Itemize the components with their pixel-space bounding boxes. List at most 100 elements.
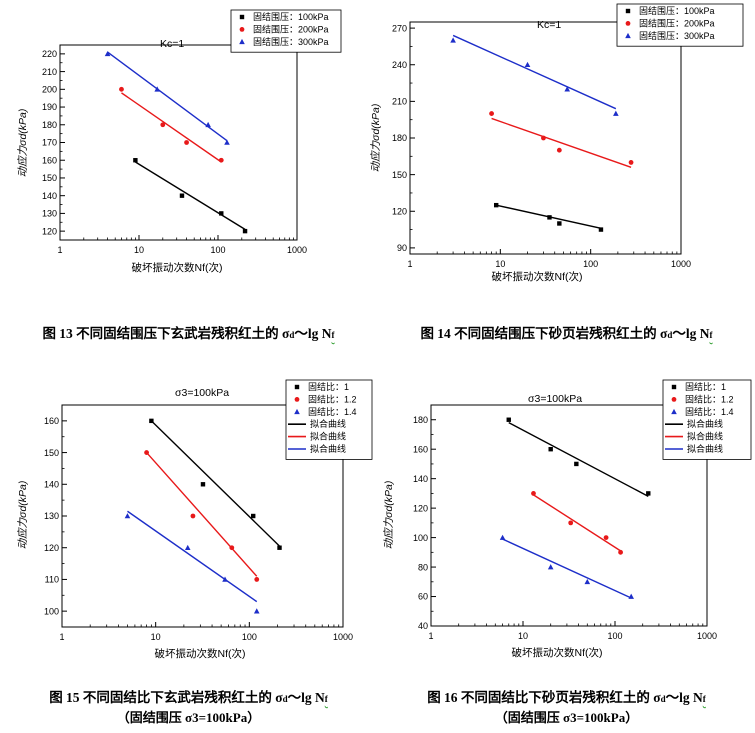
- fit-curve: [491, 117, 632, 168]
- legend-box: [230, 9, 342, 53]
- series-group: [499, 534, 635, 599]
- x-tick-label: 1000: [697, 631, 717, 641]
- data-point: [489, 111, 494, 116]
- data-point: [222, 576, 228, 582]
- data-point: [254, 577, 260, 582]
- data-point: [200, 482, 206, 487]
- y-axis-label: 动应力σd(kPa): [370, 104, 382, 173]
- data-point: [154, 86, 161, 92]
- y-tick-label: 210: [392, 97, 407, 107]
- data-point: [531, 491, 536, 496]
- legend-marker: [239, 27, 245, 32]
- y-tick-label: 40: [418, 621, 428, 631]
- data-point: [184, 140, 189, 145]
- x-axis-label: 破坏振动次数Nf(次): [132, 261, 223, 274]
- x-tick-label: 1: [407, 259, 412, 269]
- caption-text: ～lg N: [665, 690, 703, 705]
- y-tick-label: 270: [392, 23, 407, 33]
- legend-box: [285, 379, 373, 460]
- legend-marker: [239, 14, 245, 20]
- data-point: [547, 564, 554, 570]
- series-group: [124, 510, 260, 614]
- x-tick-label: 10: [151, 632, 161, 642]
- data-point: [219, 211, 224, 216]
- y-axis-label: 动应力σd(kPa): [383, 481, 395, 550]
- y-tick-label: 170: [42, 138, 57, 148]
- legend-marker: [239, 38, 245, 45]
- x-tick-label: 1000: [333, 632, 353, 642]
- data-point: [548, 447, 553, 452]
- legend-label: 拟合曲线: [310, 418, 346, 429]
- x-axis-label: 破坏振动次数Nf(次): [512, 646, 603, 659]
- data-point: [144, 450, 149, 455]
- legend-label: 固结围压：200kPa: [639, 17, 715, 28]
- series-group: [531, 491, 623, 555]
- legend-label: 拟合曲线: [310, 431, 346, 442]
- figure-14-caption: 图 14 不同固结围压下砂页岩残积红土的 σd～lg Nf: [378, 322, 755, 342]
- caption-subscript: d: [667, 330, 673, 340]
- legend-marker: [625, 8, 631, 14]
- caption-note: （固结围压 σ3=100kPa）: [116, 710, 261, 725]
- y-tick-label: 140: [44, 479, 59, 489]
- data-point: [149, 418, 154, 424]
- data-point: [179, 193, 185, 198]
- data-point: [205, 121, 211, 128]
- legend-label: 固结比：1.2: [308, 393, 357, 404]
- y-tick-label: 120: [42, 226, 57, 236]
- data-point: [218, 157, 224, 163]
- y-tick-label: 200: [42, 85, 57, 95]
- y-tick-label: 110: [45, 575, 59, 585]
- legend-label: 固结比：1.2: [685, 393, 734, 404]
- caption-text: ～lg N: [294, 326, 332, 341]
- legend-label: 固结围压：200kPa: [253, 23, 329, 34]
- legend-label: 固结比：1.4: [685, 406, 734, 417]
- x-tick-label: 100: [583, 259, 598, 269]
- y-tick-label: 140: [42, 191, 57, 201]
- y-tick-label: 180: [392, 133, 407, 143]
- legend-label: 拟合曲线: [687, 418, 723, 429]
- legend-label: 拟合曲线: [687, 431, 723, 442]
- y-tick-label: 120: [413, 503, 428, 513]
- fit-curve: [121, 92, 222, 163]
- fit-curve: [508, 422, 649, 497]
- series-group: [506, 417, 651, 497]
- data-point: [242, 228, 248, 234]
- y-tick-label: 240: [392, 60, 407, 70]
- y-tick-label: 120: [392, 206, 407, 216]
- caption-text: 图 16 不同固结比下砂页岩残积红土的 σ: [427, 690, 661, 705]
- legend-marker: [294, 397, 300, 402]
- fit-curve: [533, 494, 621, 552]
- y-tick-label: 140: [413, 474, 428, 484]
- x-tick-label: 1000: [671, 259, 691, 269]
- chart-title: σ3=100kPa: [175, 387, 229, 399]
- legend-label: 拟合曲线: [310, 443, 346, 454]
- x-tick-label: 100: [242, 632, 257, 642]
- fit-curve: [135, 161, 246, 230]
- series-group: [133, 158, 248, 234]
- fit-curve: [146, 452, 258, 577]
- plot-frame: [59, 44, 298, 241]
- data-point: [646, 491, 651, 496]
- x-tick-label: 1000: [287, 245, 307, 255]
- data-point: [493, 202, 499, 208]
- data-point: [556, 147, 562, 153]
- y-tick-label: 180: [42, 120, 57, 130]
- data-point: [547, 215, 552, 220]
- data-point: [524, 61, 531, 68]
- y-tick-label: 150: [44, 448, 59, 458]
- y-axis-label: 动应力σd(kPa): [17, 109, 29, 178]
- data-point: [574, 461, 579, 467]
- caption-text: ～lg N: [672, 326, 710, 341]
- y-tick-label: 60: [418, 592, 428, 602]
- data-point: [598, 227, 604, 232]
- chart-13: 1 10 100 1000 120 130 140 150 160 170 180 190 200 210…: [17, 9, 342, 274]
- caption-text: 图 15 不同固结比下玄武岩残积红土的 σ: [49, 690, 283, 705]
- x-tick-label: 1: [428, 631, 433, 641]
- series-group: [493, 202, 604, 232]
- fit-curve: [127, 510, 258, 603]
- legend-label: 固结比：1.4: [308, 406, 357, 417]
- data-point: [564, 86, 571, 92]
- caption-text: 图 14 不同固结围压下砂页岩残积红土的 σ: [420, 326, 668, 341]
- data-point: [119, 86, 124, 92]
